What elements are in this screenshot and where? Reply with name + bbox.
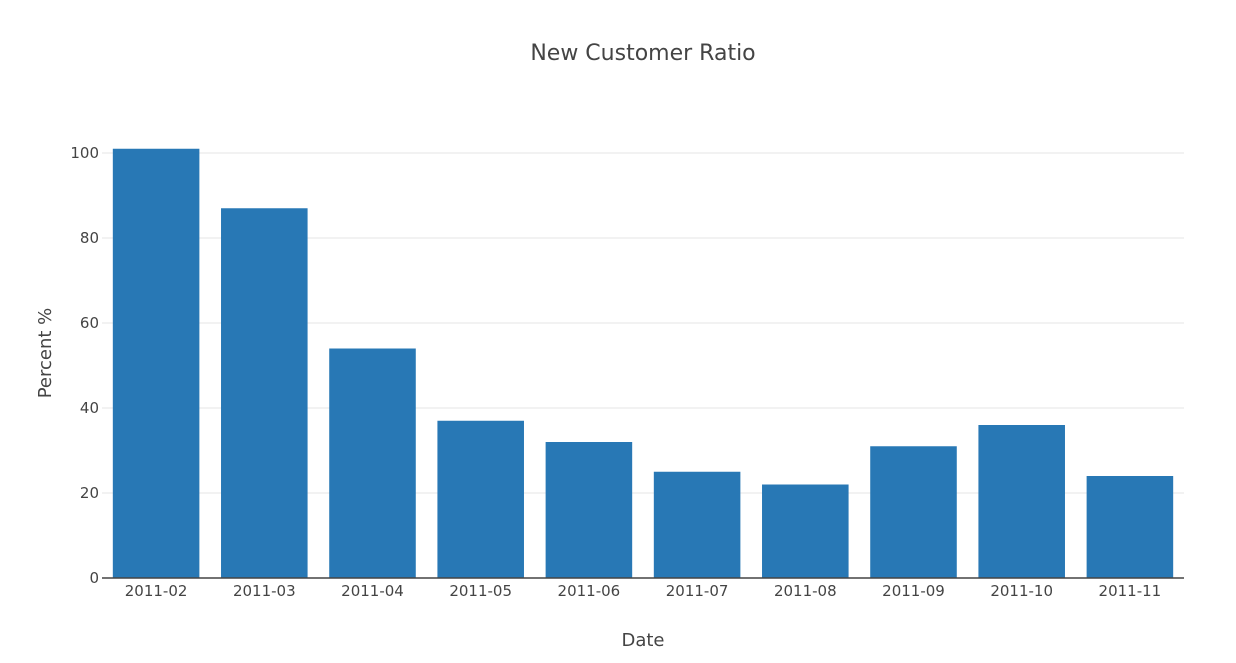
y-tick-label: 0 xyxy=(89,569,99,587)
bar xyxy=(437,420,524,578)
bar xyxy=(978,425,1065,578)
y-tick-label: 40 xyxy=(80,399,99,417)
bar xyxy=(221,208,308,578)
bar xyxy=(653,471,741,578)
x-tick-label: 2011-03 xyxy=(233,582,296,600)
x-axis-title: Date xyxy=(621,630,664,651)
bars xyxy=(112,148,1174,578)
bar xyxy=(1086,476,1174,578)
y-axis-ticks: 0 20 40 60 80 100 xyxy=(70,144,99,587)
x-tick-label: 2011-04 xyxy=(341,582,404,600)
x-axis-ticks: 2011-02 2011-03 2011-04 2011-05 2011-06 2011-… xyxy=(125,582,1161,600)
y-tick-label: 80 xyxy=(80,229,99,247)
bar xyxy=(112,148,200,578)
x-tick-label: 2011-07 xyxy=(666,582,729,600)
x-tick-label: 2011-02 xyxy=(125,582,188,600)
x-tick-label: 2011-05 xyxy=(449,582,512,600)
bar xyxy=(545,442,633,578)
y-tick-label: 20 xyxy=(80,484,99,502)
y-tick-label: 60 xyxy=(80,314,99,332)
bar xyxy=(329,348,416,578)
x-tick-label: 2011-08 xyxy=(774,582,837,600)
x-tick-label: 2011-09 xyxy=(882,582,945,600)
bar xyxy=(762,484,849,578)
x-tick-label: 2011-06 xyxy=(558,582,621,600)
x-tick-label: 2011-11 xyxy=(1099,582,1162,600)
x-tick-label: 2011-10 xyxy=(990,582,1053,600)
y-tick-label: 100 xyxy=(70,144,99,162)
y-axis-title: Percent % xyxy=(35,308,56,399)
chart-title: New Customer Ratio xyxy=(530,41,755,66)
bar xyxy=(870,446,957,578)
